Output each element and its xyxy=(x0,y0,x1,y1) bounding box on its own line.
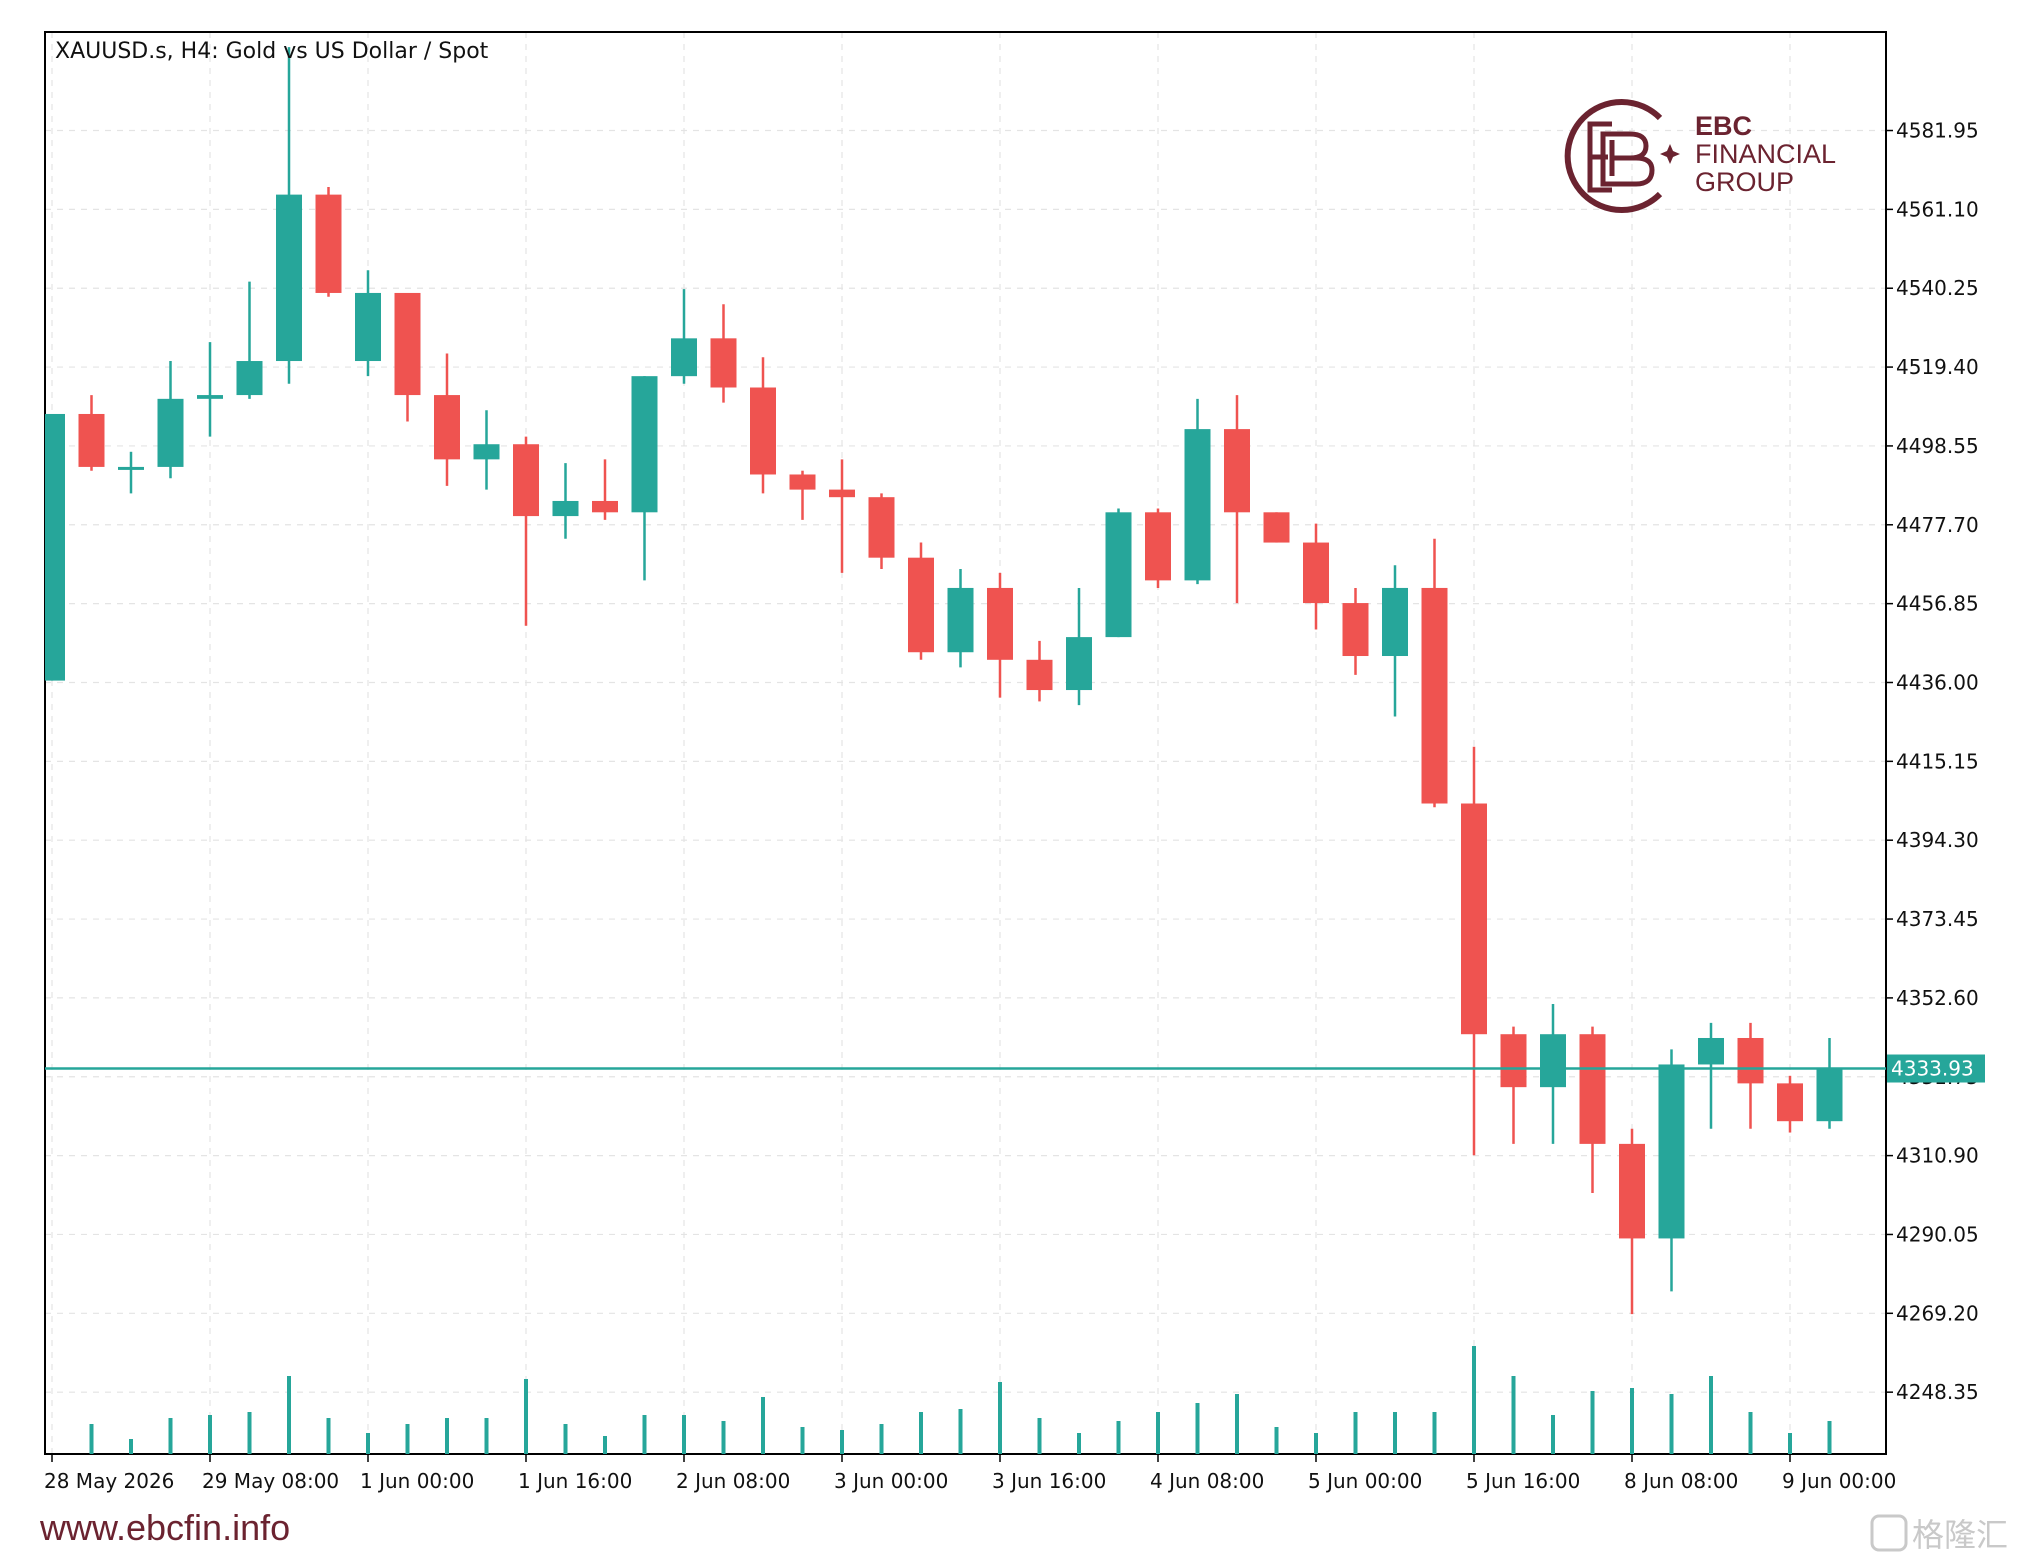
y-axis: 4581.95 4561.10 4540.25 4519.40 4498.55 4477.… xyxy=(1886,119,1979,1404)
x-tick-label: 3 Jun 00:00 xyxy=(834,1469,948,1493)
y-tick-label: 4498.55 xyxy=(1896,434,1979,458)
candles xyxy=(45,47,1843,1315)
candle-body xyxy=(315,194,342,293)
x-tick-label: 4 Jun 08:00 xyxy=(1150,1469,1264,1493)
candle-body xyxy=(1421,587,1448,804)
x-tick-label: 8 Jun 08:00 xyxy=(1624,1469,1738,1493)
candle-body xyxy=(987,587,1013,660)
y-tick-label: 4581.95 xyxy=(1896,119,1979,143)
x-tick-label: 5 Jun 16:00 xyxy=(1466,1469,1580,1493)
y-tick-label: 4477.70 xyxy=(1896,513,1979,537)
y-tick-label: 4290.05 xyxy=(1896,1222,1979,1246)
ebc-logo: EBC FINANCIAL GROUP xyxy=(1564,99,1836,213)
candle-body xyxy=(157,398,184,467)
candle-body xyxy=(1461,803,1487,1035)
y-tick-label: 4436.00 xyxy=(1896,670,1979,694)
candle-body xyxy=(1619,1143,1645,1239)
x-tick-label: 2 Jun 08:00 xyxy=(676,1469,790,1493)
logo-line-1: EBC xyxy=(1695,111,1752,141)
sparkle-icon xyxy=(1660,144,1680,164)
y-tick-label: 4540.25 xyxy=(1896,276,1979,300)
y-tick-label: 4519.40 xyxy=(1896,355,1979,379)
candle-body xyxy=(236,361,263,396)
candle-body xyxy=(1579,1034,1606,1144)
candle-body xyxy=(513,444,539,517)
y-tick-label: 4352.60 xyxy=(1896,986,1979,1010)
candle-body xyxy=(355,292,381,362)
current-price-text: 4333.93 xyxy=(1891,1057,1974,1081)
y-tick-label: 4310.90 xyxy=(1896,1144,1979,1168)
candle-body xyxy=(1105,512,1132,638)
candle-body xyxy=(552,500,579,517)
watermark-text: 格隆汇 xyxy=(1912,1516,2008,1554)
candle-body xyxy=(1658,1064,1685,1239)
logo-line-3: GROUP xyxy=(1695,167,1794,197)
candle-body xyxy=(1698,1037,1724,1065)
ebc-monogram-icon xyxy=(1587,121,1655,193)
grid xyxy=(45,32,1886,1454)
current-price-box xyxy=(1887,1054,1985,1083)
candle-body xyxy=(1224,429,1250,513)
candle-body xyxy=(45,413,65,681)
candle-body xyxy=(78,413,105,467)
x-tick-label: 29 May 08:00 xyxy=(202,1469,339,1493)
x-tick-label: 3 Jun 16:00 xyxy=(992,1469,1106,1493)
candle-body xyxy=(631,376,658,513)
logo-line-2: FINANCIAL xyxy=(1695,139,1836,169)
candle-body xyxy=(434,395,460,460)
current-price-label: 4333.93 xyxy=(1887,1054,1985,1083)
y-tick-label: 4394.30 xyxy=(1896,828,1979,852)
candle-body xyxy=(1777,1083,1803,1122)
candle-body xyxy=(671,338,697,377)
x-tick-label: 1 Jun 00:00 xyxy=(360,1469,474,1493)
y-tick-label: 4456.85 xyxy=(1896,592,1979,616)
candle-body xyxy=(394,292,421,396)
y-tick-label: 4373.45 xyxy=(1896,907,1979,931)
candle-body xyxy=(118,466,144,470)
candle-body xyxy=(1184,429,1211,581)
watermark-icon xyxy=(1870,1514,1908,1552)
candle-body xyxy=(710,338,737,388)
y-tick-label: 4269.20 xyxy=(1896,1301,1979,1325)
x-tick-label: 1 Jun 16:00 xyxy=(518,1469,632,1493)
y-tick-label: 4415.15 xyxy=(1896,749,1979,773)
ebc-logo-icon xyxy=(1564,99,1663,213)
candle-body xyxy=(1382,587,1408,657)
candle-body xyxy=(1540,1034,1566,1088)
volume-bars xyxy=(89,1346,1832,1454)
candle-body xyxy=(789,474,816,490)
y-tick-label: 4248.35 xyxy=(1896,1380,1979,1404)
chart-title: XAUUSD.s, H4: Gold vs US Dollar / Spot xyxy=(55,39,489,64)
plot-frame xyxy=(44,31,1887,1455)
x-axis: 28 May 2026 29 May 08:00 1 Jun 00:00 1 Jun … xyxy=(44,1454,1896,1493)
candle-body xyxy=(1145,512,1171,581)
candle-body xyxy=(197,395,223,399)
x-tick-label: 9 Jun 00:00 xyxy=(1782,1469,1896,1493)
x-tick-label: 5 Jun 00:00 xyxy=(1308,1469,1422,1493)
candle-body xyxy=(1303,542,1329,604)
candle-body xyxy=(1263,512,1290,543)
candle-body xyxy=(868,497,895,558)
candle-body xyxy=(592,500,618,513)
candle-body xyxy=(947,587,974,653)
candle-body xyxy=(1816,1068,1843,1122)
candle-body xyxy=(829,489,855,498)
watermark: 格隆汇 xyxy=(1870,1514,2008,1554)
candle-body xyxy=(1026,659,1053,691)
x-tick-label: 28 May 2026 xyxy=(44,1469,174,1493)
candle-body xyxy=(276,194,302,362)
y-tick-label: 4561.10 xyxy=(1896,197,1979,221)
candle-body xyxy=(1737,1037,1764,1084)
candle-body xyxy=(1066,637,1092,691)
candle-body xyxy=(473,444,500,460)
candle-body xyxy=(1342,603,1369,657)
candle-body xyxy=(908,557,934,653)
website-url: www.ebcfin.info xyxy=(39,1507,290,1548)
candle-body xyxy=(1500,1034,1527,1088)
candle-body xyxy=(750,387,776,475)
